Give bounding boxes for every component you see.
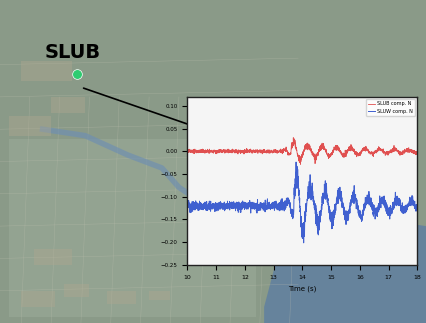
Bar [34, 249, 72, 265]
Bar [21, 61, 72, 81]
SLUW comp. N [366, 198, 371, 202]
X-axis label: Time (s): Time (s) [288, 285, 317, 292]
SLUW comp. N [301, 241, 306, 245]
SLUB comp. N [415, 150, 420, 154]
Bar [21, 291, 55, 307]
SLUB comp. N [197, 149, 202, 153]
SLUB comp. N [366, 149, 371, 153]
Bar [64, 284, 89, 297]
Polygon shape [264, 210, 426, 323]
SLUW comp. N [185, 203, 190, 207]
Line: SLUW comp. N: SLUW comp. N [187, 162, 417, 243]
Bar [9, 116, 51, 136]
SLUB comp. N [297, 161, 302, 165]
SLUB comp. N [291, 144, 296, 148]
SLUW comp. N [409, 204, 414, 208]
SLUW comp. N [291, 212, 296, 216]
Bar [106, 291, 136, 304]
Text: SLUB: SLUB [44, 43, 101, 62]
SLUB comp. N [291, 136, 296, 140]
Bar [149, 291, 170, 300]
SLUB comp. N [409, 149, 414, 152]
SLUW comp. N [197, 206, 202, 210]
Line: SLUB comp. N: SLUB comp. N [187, 138, 417, 164]
SLUW comp. N [409, 199, 414, 203]
Bar [51, 97, 85, 113]
SLUB comp. N [409, 149, 414, 153]
SLUB comp. N [298, 162, 303, 166]
SLUW comp. N [297, 197, 302, 201]
SLUW comp. N [415, 207, 420, 211]
Legend: SLUB comp. N, SLUW comp. N: SLUB comp. N, SLUW comp. N [366, 99, 415, 116]
SLUB comp. N [185, 149, 190, 152]
Bar [9, 139, 256, 317]
Text: SLUW: SLUW [211, 250, 274, 269]
SLUW comp. N [294, 160, 299, 164]
